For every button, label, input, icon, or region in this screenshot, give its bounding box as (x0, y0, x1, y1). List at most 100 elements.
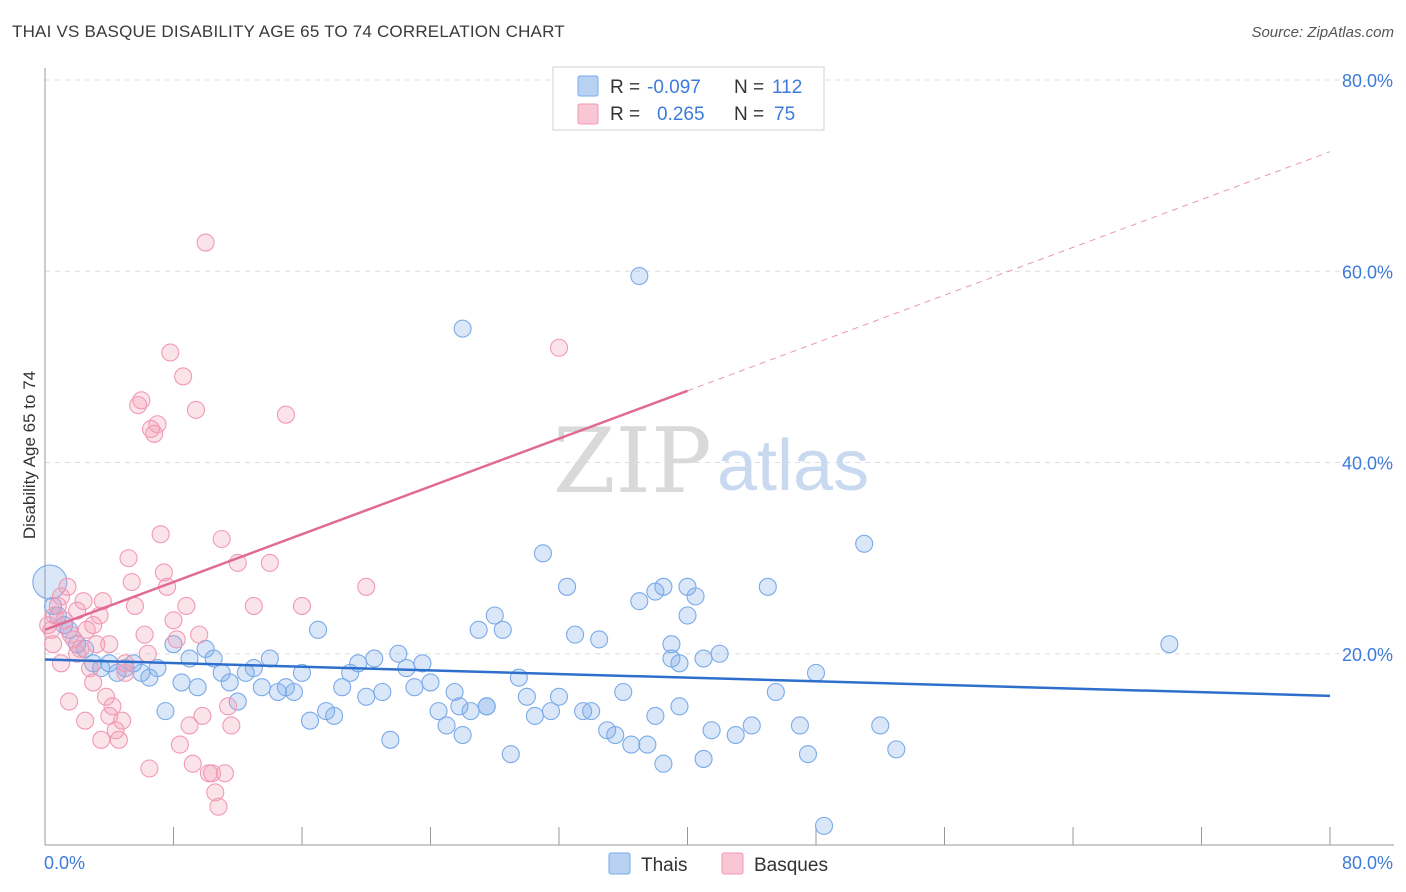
thais-point (806, 663, 826, 682)
basques-point (276, 405, 295, 424)
legend-n-value: 112 (772, 77, 802, 98)
thais-point (381, 730, 400, 749)
basques-trend-extension (687, 151, 1331, 392)
basques-point (60, 692, 79, 711)
thais-point (517, 687, 536, 706)
basques-point (96, 687, 116, 706)
basques-point (196, 233, 215, 252)
gridlines (45, 79, 1394, 655)
chart-title: THAI VS BASQUE DISABILITY AGE 65 TO 74 C… (12, 22, 565, 41)
basques-point (116, 663, 135, 682)
thais-point (172, 673, 191, 692)
x-tick-label: 0.0% (44, 853, 85, 873)
basques-point (68, 644, 87, 663)
thais-point (469, 620, 488, 639)
basques-point (357, 577, 376, 596)
basques-point (87, 635, 106, 654)
basques-point (177, 596, 196, 615)
thais-point (413, 654, 432, 673)
thais-point (814, 816, 834, 835)
basques-point (52, 654, 71, 673)
thais-point (32, 564, 68, 600)
basques-point (212, 529, 231, 549)
basques-point (148, 415, 167, 434)
thais-point (325, 706, 344, 725)
basques-point (161, 343, 180, 362)
thais-point (694, 649, 713, 668)
basques-point (122, 572, 141, 592)
thais-point (798, 745, 818, 764)
x-tick-label: 80.0% (1342, 853, 1393, 873)
legend-r-value: 0.265 (657, 104, 705, 125)
thais-point (630, 266, 649, 286)
thais-point (871, 716, 890, 735)
y-tick-label: 20.0% (1342, 645, 1393, 665)
thais-point (670, 697, 689, 716)
thais-point (742, 716, 761, 735)
thais-point (606, 725, 625, 745)
basques-point (132, 391, 151, 410)
source-label: Source: ZipAtlas.com (1251, 24, 1394, 41)
thais-point (694, 749, 713, 768)
thais-point (566, 625, 585, 644)
legend-r-value: -0.097 (647, 77, 701, 98)
basques-point (244, 596, 263, 615)
thais-point (421, 673, 440, 692)
basques-point (174, 367, 193, 386)
legend-swatch-thais (577, 75, 599, 97)
thais-point (766, 682, 785, 702)
watermark-zip: ZIP (553, 409, 712, 514)
basques-trend-line (44, 389, 688, 632)
thais-point (357, 687, 376, 706)
thais-point (445, 682, 464, 702)
basques-point (76, 711, 95, 730)
basques-point (125, 596, 144, 615)
axes (44, 68, 1394, 846)
thais-point (365, 649, 384, 668)
basques-point (109, 730, 128, 749)
legend-r-label: R = (610, 104, 640, 125)
basques-point (206, 783, 225, 802)
thais-point (654, 577, 673, 596)
thais-point (220, 673, 239, 692)
thais-point (244, 659, 263, 678)
basques-point (113, 711, 132, 730)
basques-point (106, 721, 125, 740)
trend-lines (44, 151, 1331, 698)
legend-swatch-thais (608, 852, 631, 875)
thais-point (204, 649, 223, 668)
thais-point (485, 606, 504, 625)
thais-point (654, 754, 673, 773)
thais-point (710, 644, 729, 663)
thais-point (670, 654, 689, 673)
thais-point (188, 678, 207, 697)
thais-point (541, 702, 561, 721)
y-tick-label: 40.0% (1342, 454, 1393, 474)
basques-point (190, 625, 209, 644)
basques-point (170, 735, 189, 754)
thais-point (309, 620, 328, 639)
basques-point (135, 625, 154, 644)
basques-point (164, 611, 183, 630)
thais-point (389, 644, 408, 663)
thais-point (453, 319, 472, 338)
legend-n-label: N = (734, 104, 764, 125)
basques-point (84, 673, 103, 692)
y-tick-label: 60.0% (1342, 262, 1393, 282)
legend-n-value: 75 (774, 104, 795, 125)
thais-point (887, 740, 906, 759)
basques-point (260, 553, 279, 572)
thais-point (678, 577, 697, 596)
legend-label-basques: Basques (754, 855, 828, 876)
thais-point (373, 682, 392, 702)
basques-point (45, 606, 64, 625)
correlation-legend: R = -0.097 N = 112 R = 0.265 N = 75 (552, 66, 825, 131)
thais-point (453, 725, 472, 745)
basques-point (193, 706, 212, 725)
basques-point (222, 716, 241, 735)
basques-point (119, 549, 138, 568)
basques-point (549, 338, 569, 357)
basques-point (219, 697, 238, 716)
basques-point (183, 754, 202, 773)
thais-point (300, 711, 320, 730)
